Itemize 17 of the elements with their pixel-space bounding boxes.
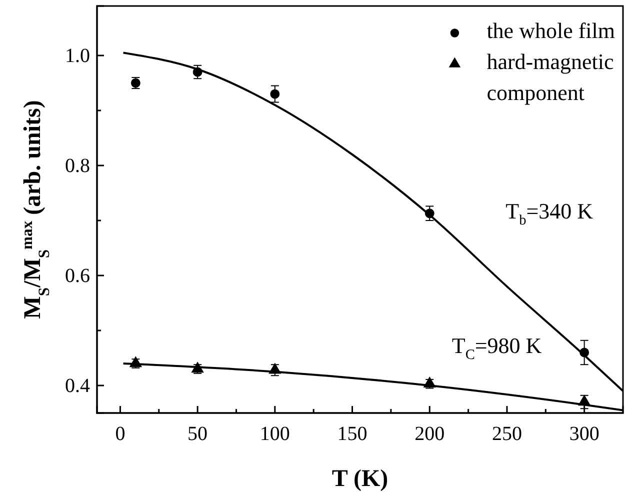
x-tick-label: 150 (337, 423, 368, 445)
y-tick-label: 0.6 (65, 264, 90, 287)
x-axis-title: T (K) (332, 466, 388, 492)
legend-label: hard-magnetic component (486, 49, 614, 106)
x-tick-label: 50 (188, 423, 208, 445)
point (270, 89, 280, 99)
y-tick-label: 1.0 (65, 44, 90, 67)
y-tick-label: 0.8 (65, 154, 90, 177)
x-tick-label: 0 (115, 423, 126, 445)
x-tick-label: 100 (260, 423, 290, 445)
x-tick-label: 200 (414, 423, 445, 445)
annotation: T$_{b}$=340 K (506, 198, 594, 229)
x-tick-label: 300 (569, 423, 600, 445)
y-tick-label: 0.4 (65, 374, 90, 397)
x-tick-label: 250 (492, 423, 522, 445)
annotation: T$_{C}$=980 K (452, 332, 542, 364)
legend-label: the whole film (486, 18, 615, 44)
